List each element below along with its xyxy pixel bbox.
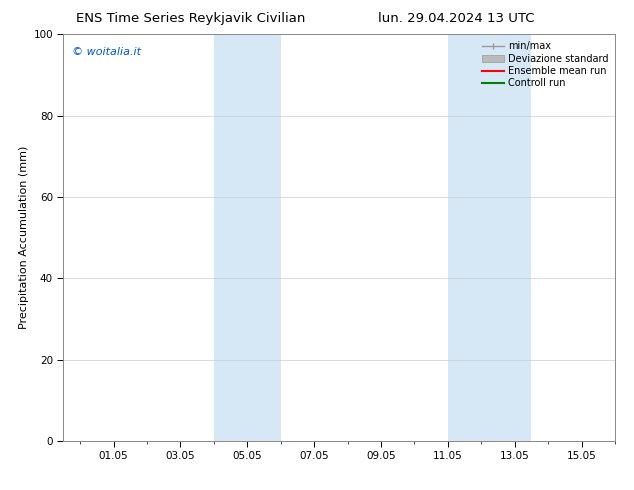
Bar <box>448 34 531 441</box>
Y-axis label: Precipitation Accumulation (mm): Precipitation Accumulation (mm) <box>19 146 29 329</box>
Bar <box>214 34 281 441</box>
Text: © woitalia.it: © woitalia.it <box>72 47 141 56</box>
Text: ENS Time Series Reykjavik Civilian: ENS Time Series Reykjavik Civilian <box>75 12 305 25</box>
Text: lun. 29.04.2024 13 UTC: lun. 29.04.2024 13 UTC <box>378 12 534 25</box>
Legend: min/max, Deviazione standard, Ensemble mean run, Controll run: min/max, Deviazione standard, Ensemble m… <box>481 39 610 90</box>
